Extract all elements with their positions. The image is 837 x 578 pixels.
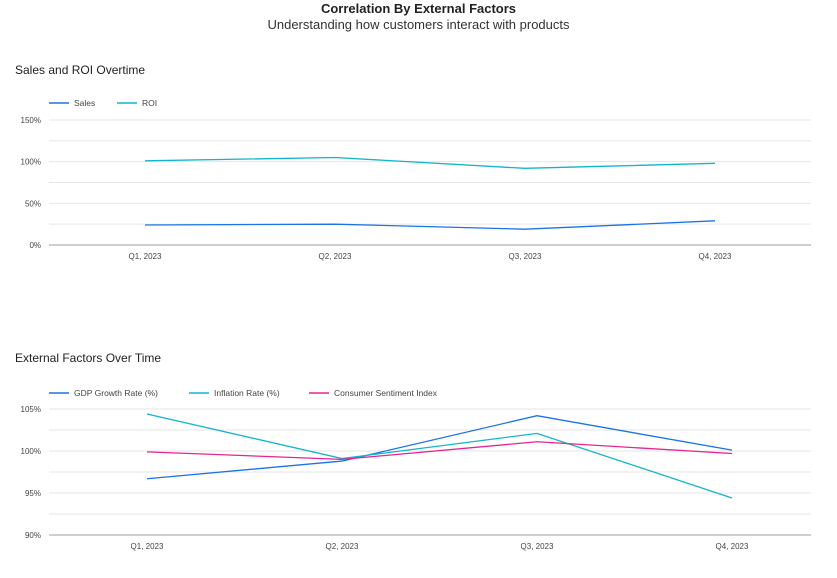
x-tick-label: Q1, 2023 [131,542,164,551]
chart-sales-roi: Sales ROI 0% 50% 100% 150% Q1, 2023 Q2, 2023 Q3,… [21,98,811,261]
legend-label-0: Sales [74,98,95,108]
page-title: Correlation By External Factors [320,1,517,16]
legend-label-2: Consumer Sentiment Index [334,388,438,398]
series-line-0 [144,220,716,230]
legend-label-1: ROI [142,98,157,108]
y-tick-label: 150% [21,116,41,125]
x-tick-label: Q1, 2023 [129,252,162,261]
x-tick-label: Q2, 2023 [319,252,352,261]
x-tick-label: Q3, 2023 [509,252,542,261]
page-header: Correlation By External Factors Understa… [0,0,837,33]
series-line-2 [146,441,733,461]
series-line-0 [146,415,733,480]
x-tick-label: Q3, 2023 [521,542,554,551]
chart-title-sales-roi: Sales and ROI Overtime [15,63,146,77]
page-subtitle: Understanding how customers interact wit… [267,17,570,32]
y-tick-label: 90% [25,531,41,540]
x-tick-label: Q4, 2023 [699,252,732,261]
series-line-1 [144,156,716,169]
chart-title-external-factors: External Factors Over Time [15,351,162,365]
x-tick-label: Q4, 2023 [716,542,749,551]
y-tick-label: 0% [29,241,41,250]
chart-external-factors: GDP Growth Rate (%) Inflation Rate (%) Con… [21,388,811,551]
y-tick-label: 95% [25,489,41,498]
y-tick-label: 100% [21,158,41,167]
legend-label-0: GDP Growth Rate (%) [74,388,158,398]
y-tick-label: 100% [21,447,41,456]
series-line-1 [146,413,733,499]
y-tick-label: 50% [25,199,41,208]
x-tick-label: Q2, 2023 [326,542,359,551]
y-tick-label: 105% [21,405,41,414]
legend-label-1: Inflation Rate (%) [214,388,280,398]
